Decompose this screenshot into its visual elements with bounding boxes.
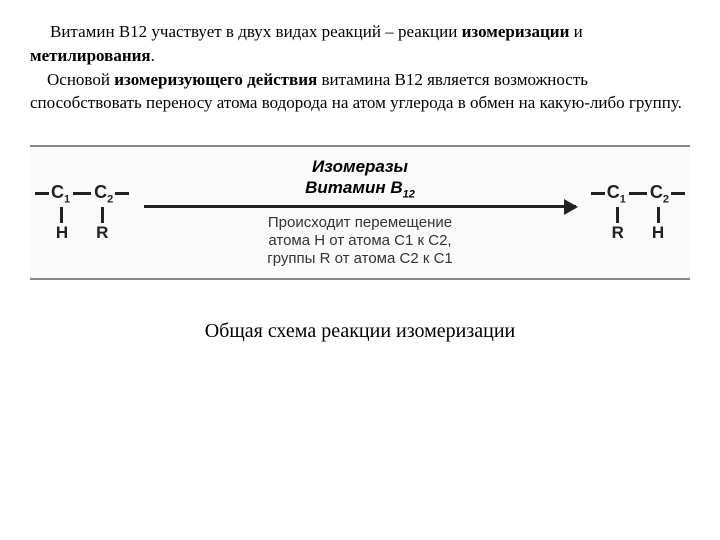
intro-paragraph: Витамин В12 участвует в двух видах реакц… (30, 20, 690, 115)
carbon-1: C1 (49, 182, 72, 206)
bond (115, 192, 129, 195)
atom-r: R (612, 223, 624, 243)
carbon-2: C2 (648, 182, 671, 206)
bond (60, 207, 63, 223)
carbon-1: C1 (605, 182, 628, 206)
atom-r: R (96, 223, 108, 243)
bold-term: изомеризации (462, 22, 570, 41)
text: Витамин В12 участвует в двух видах реакц… (50, 22, 462, 41)
carbon-2: C2 (92, 182, 115, 206)
bond (35, 192, 49, 195)
text: Основой (47, 70, 114, 89)
text: . (151, 46, 155, 65)
enzyme-label: Изомеразы Витамин В12 (305, 157, 415, 201)
bold-term: изомеризующего действия (114, 70, 317, 89)
bond (616, 207, 619, 223)
text: и (569, 22, 582, 41)
diagram-caption: Общая схема реакции изомеризации (30, 320, 690, 343)
arrow-icon (144, 205, 576, 208)
reaction-description: Происходит перемещение атома H от атома … (267, 214, 453, 268)
reaction-diagram: C1 C2 H R Изомеразы Витамин В12 Происход… (30, 145, 690, 280)
reaction-center: Изомеразы Витамин В12 Происходит перемещ… (139, 157, 581, 268)
bond (101, 207, 104, 223)
bold-term: метилирования (30, 46, 151, 65)
bond (591, 192, 605, 195)
bond (73, 192, 91, 195)
left-molecule: C1 C2 H R (35, 182, 129, 244)
atom-h: H (652, 223, 664, 243)
bond (629, 192, 647, 195)
bond (671, 192, 685, 195)
right-molecule: C1 C2 R H (591, 182, 685, 244)
atom-h: H (56, 223, 68, 243)
bond (657, 207, 660, 223)
